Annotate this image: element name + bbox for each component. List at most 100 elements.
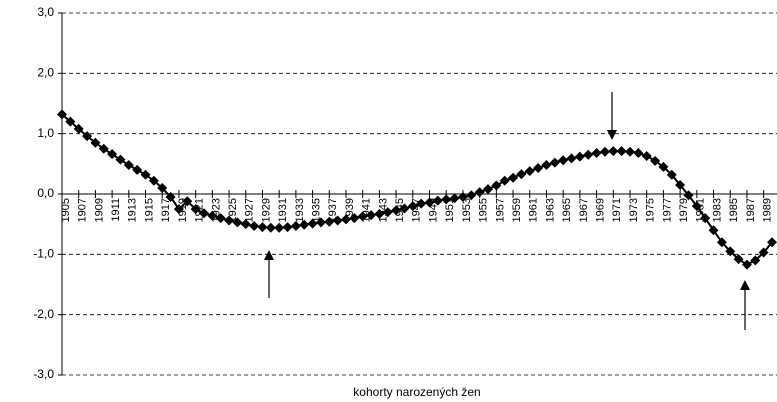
point — [541, 160, 552, 171]
point — [432, 195, 443, 206]
point — [82, 131, 93, 142]
point — [257, 222, 268, 233]
point — [366, 210, 377, 221]
point — [566, 153, 577, 164]
x-tick-label: 1927 — [244, 198, 256, 222]
x-tick-label: 1987 — [745, 198, 757, 222]
x-tick-label: 1935 — [310, 198, 322, 222]
point — [265, 222, 276, 233]
point — [98, 143, 109, 154]
x-tick-label: 1917 — [160, 198, 172, 222]
arrow-head — [607, 130, 617, 140]
point — [533, 163, 544, 174]
point — [524, 166, 535, 177]
point — [474, 187, 485, 198]
x-tick-label: 1959 — [511, 198, 523, 222]
y-tick-label: 1,0 — [37, 126, 54, 140]
point — [90, 137, 101, 148]
x-tick-label: 1955 — [478, 198, 490, 222]
point — [516, 169, 527, 180]
point — [633, 147, 644, 158]
point — [349, 213, 360, 224]
point — [691, 201, 702, 212]
series-line — [61, 113, 773, 266]
x-tick-label: 1931 — [277, 198, 289, 222]
x-tick-label: 1983 — [711, 198, 723, 222]
x-tick-label: 1977 — [661, 198, 673, 222]
x-tick-label: 1933 — [294, 198, 306, 222]
point — [549, 157, 560, 168]
point — [583, 149, 594, 160]
x-tick-label: 1911 — [110, 198, 122, 222]
y-tick-label: -3,0 — [33, 367, 54, 381]
y-tick-label: -2,0 — [33, 307, 54, 321]
point — [466, 190, 477, 201]
point — [666, 169, 677, 180]
point — [140, 169, 151, 180]
point — [391, 205, 402, 216]
point — [107, 149, 118, 160]
point — [599, 146, 610, 157]
point — [165, 192, 176, 203]
x-tick-label: 1937 — [327, 198, 339, 222]
point — [249, 220, 260, 231]
x-tick-label: 1975 — [645, 198, 657, 222]
point — [675, 179, 686, 190]
point — [616, 146, 627, 157]
x-tick-label: 1965 — [561, 198, 573, 222]
x-tick-label: 1957 — [494, 198, 506, 222]
x-tick-label: 1925 — [227, 198, 239, 222]
x-tick-label: 1909 — [93, 198, 105, 222]
point — [424, 197, 435, 208]
arrow-head — [740, 280, 750, 290]
point — [482, 184, 493, 195]
point — [457, 192, 468, 203]
point — [173, 204, 184, 215]
point — [716, 237, 727, 248]
x-tick-label: 1989 — [762, 198, 774, 222]
x-tick-label: 1915 — [143, 198, 155, 222]
y-tick-label: 0,0 — [37, 186, 54, 200]
point — [416, 198, 427, 209]
x-tick-label: 1907 — [77, 198, 89, 222]
point — [750, 255, 761, 266]
point — [307, 218, 318, 229]
point — [608, 146, 619, 157]
point — [441, 194, 452, 205]
point — [741, 259, 752, 270]
point — [558, 155, 569, 166]
x-tick-label: 1929 — [260, 198, 272, 222]
point — [240, 219, 251, 230]
point — [449, 193, 460, 204]
point — [382, 207, 393, 218]
point — [232, 217, 243, 228]
point — [340, 214, 351, 225]
point — [374, 208, 385, 219]
point — [733, 254, 744, 265]
x-tick-label: 1961 — [528, 198, 540, 222]
point — [215, 213, 226, 224]
arrow-head — [264, 250, 274, 260]
point — [132, 164, 143, 175]
point — [123, 160, 134, 171]
point — [700, 213, 711, 224]
point — [148, 175, 159, 186]
point — [574, 151, 585, 162]
x-tick-label: 1951 — [444, 198, 456, 222]
point — [274, 222, 285, 233]
point — [282, 222, 293, 233]
point — [624, 146, 635, 157]
x-tick-label: 1963 — [544, 198, 556, 222]
point — [357, 211, 368, 222]
point — [324, 216, 335, 227]
x-tick-label: 1973 — [628, 198, 640, 222]
y-tick-label: 3,0 — [37, 5, 54, 19]
point — [658, 161, 669, 172]
point — [499, 175, 510, 186]
point — [591, 147, 602, 158]
point — [332, 215, 343, 226]
point — [157, 182, 168, 193]
point — [407, 201, 418, 212]
x-tick-label: 1979 — [678, 198, 690, 222]
